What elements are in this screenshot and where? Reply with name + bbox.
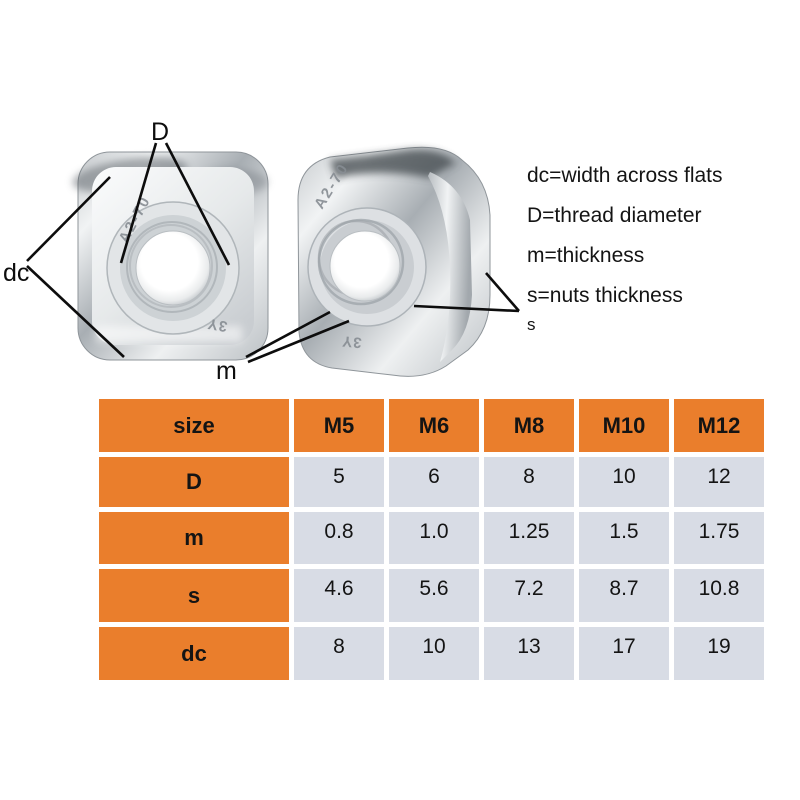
dimension-labels: D dc m <box>3 118 237 385</box>
nut-engraving: 3Y <box>341 332 363 351</box>
thread-hole <box>135 230 211 306</box>
table-header-m10: M10 <box>579 399 669 452</box>
table-cell: 4.6 <box>294 569 384 622</box>
leader-line-m <box>245 310 331 359</box>
leader-line-dc <box>26 265 125 358</box>
table-cell: 7.2 <box>484 569 574 622</box>
leader-line-D <box>164 142 231 266</box>
table-cell: 19 <box>674 627 764 680</box>
nut-top-face <box>330 149 456 178</box>
dimension-legend: dc=width across flats D=thread diameter … <box>527 156 723 333</box>
leader-line-s <box>413 304 520 313</box>
leader-line-dc <box>26 176 111 262</box>
table-row-label-s: s <box>99 569 289 622</box>
table-cell: 1.0 <box>389 512 479 564</box>
table-cell: 8 <box>484 457 574 507</box>
nut-side-face <box>428 172 472 362</box>
thread-hole <box>329 230 401 302</box>
dimension-label-s: s <box>527 315 536 334</box>
table-row-label-dc: dc <box>99 627 289 680</box>
dimension-label-m: m <box>216 357 237 385</box>
legend-line-s: s=nuts thickness <box>527 284 683 307</box>
dimension-label-dc: dc <box>3 259 29 287</box>
legend-line-m: m=thickness <box>527 244 645 267</box>
table-cell: 10 <box>579 457 669 507</box>
square-nut-diagram: A2-70 3Y A2-70 3Y D <box>3 118 520 385</box>
table-header-size: size <box>99 399 289 452</box>
table-cell: 6 <box>389 457 479 507</box>
leader-line-D <box>119 142 158 264</box>
table-cell: 17 <box>579 627 669 680</box>
table-cell: 8 <box>294 627 384 680</box>
table-header-m8: M8 <box>484 399 574 452</box>
table-cell: 1.25 <box>484 512 574 564</box>
thread-ring <box>126 221 218 313</box>
leader-line-s <box>485 272 520 312</box>
leader-line-m <box>247 319 350 364</box>
table-cell: 0.8 <box>294 512 384 564</box>
table-cell: 5 <box>294 457 384 507</box>
table-header-m12: M12 <box>674 399 764 452</box>
table-cell: 1.5 <box>579 512 669 564</box>
table-cell: 5.6 <box>389 569 479 622</box>
dimension-annotations <box>26 142 520 364</box>
table-row-label-m: m <box>99 512 289 564</box>
table-cell: 12 <box>674 457 764 507</box>
table-cell: 13 <box>484 627 574 680</box>
right-square-nut: A2-70 3Y <box>297 146 491 377</box>
legend-line-D: D=thread diameter <box>527 204 702 227</box>
table-header-m6: M6 <box>389 399 479 452</box>
legend-line-dc: dc=width across flats <box>527 164 723 187</box>
table-cell: 10.8 <box>674 569 764 622</box>
left-square-nut: A2-70 3Y <box>72 151 269 361</box>
table-cell: 8.7 <box>579 569 669 622</box>
nut-engraving: 3Y <box>206 315 229 335</box>
table-cell: 1.75 <box>674 512 764 564</box>
table-header-m5: M5 <box>294 399 384 452</box>
dimension-label-D: D <box>151 118 169 146</box>
thread-ring <box>129 224 213 308</box>
spec-table: size M5 M6 M8 M10 M12 D 5 6 8 10 12 m 0.… <box>99 399 764 680</box>
table-row-label-D: D <box>99 457 289 507</box>
table-cell: 10 <box>389 627 479 680</box>
